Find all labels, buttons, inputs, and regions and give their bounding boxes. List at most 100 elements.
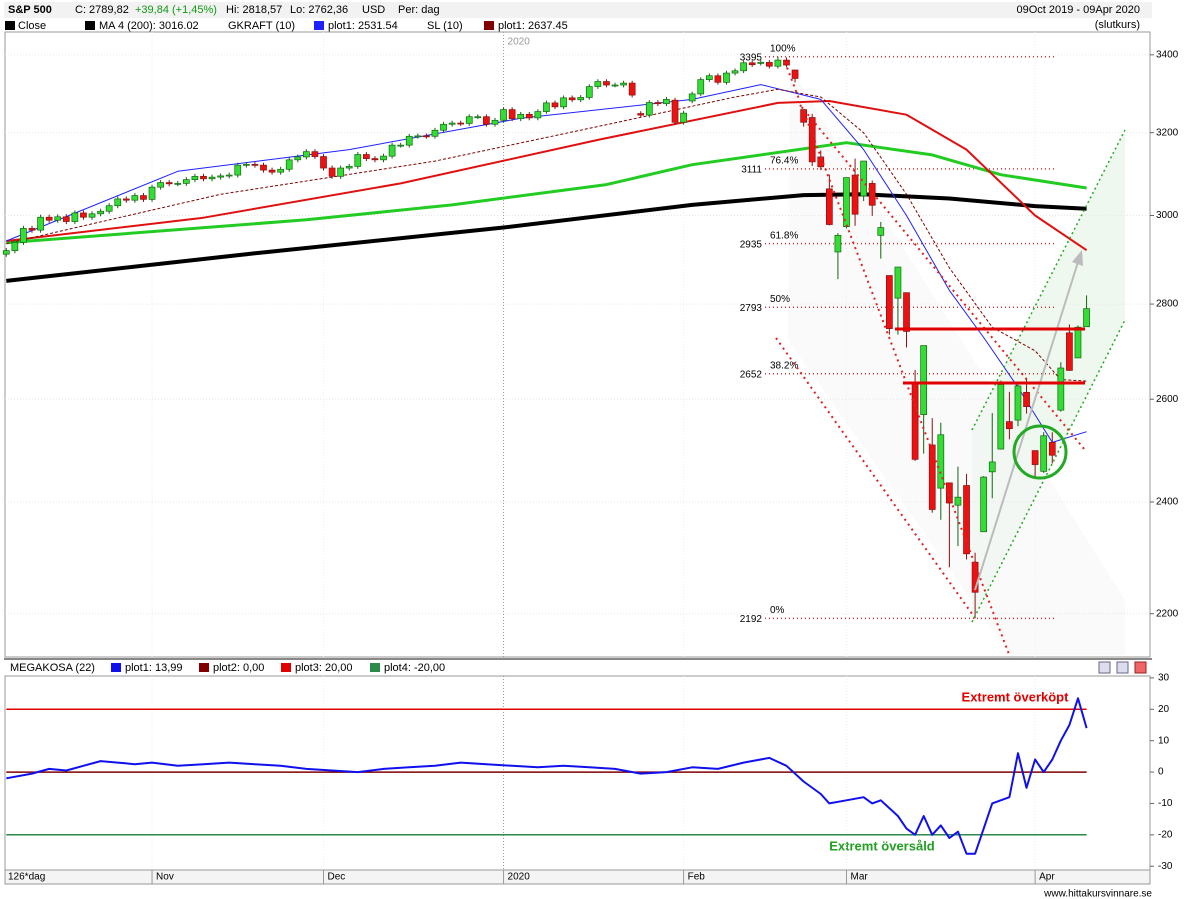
fib-percent-label: 100%: [770, 43, 796, 54]
legend-entry[interactable]: plot2: 0,00: [213, 662, 264, 674]
candle-body: [225, 174, 233, 177]
fib-price-label: 3395: [740, 52, 763, 63]
legend-swatch: [199, 663, 209, 672]
candle-body: [423, 135, 430, 138]
legend-entry[interactable]: plot1: 2637.45: [498, 20, 568, 32]
source: www.hittakursvinnare.se: [1043, 889, 1152, 899]
legend-entry[interactable]: plot1: 2531.54: [328, 20, 398, 32]
currency: USD: [362, 4, 385, 16]
candle-body: [911, 383, 919, 460]
indicator-label[interactable]: GKRAFT (10): [228, 20, 295, 32]
candle-body: [208, 176, 216, 180]
low-value: Lo: 2762,36: [290, 4, 348, 16]
annotation-decoration: [775, 61, 1126, 658]
high-value: Hi: 2818,57: [226, 4, 282, 16]
y-tick-label: -10: [1158, 798, 1173, 809]
candle-body: [1040, 435, 1048, 472]
legend-entry[interactable]: plot4: -20,00: [384, 662, 445, 674]
candle-body: [980, 476, 988, 533]
panel-button[interactable]: [1116, 661, 1129, 674]
candle-body: [148, 186, 156, 200]
candle-body: [928, 444, 936, 510]
candle-body: [560, 97, 567, 108]
panel-button[interactable]: [1098, 661, 1111, 674]
change-value: +39,84 (+1,45%): [135, 4, 217, 16]
candle-body: [388, 144, 396, 157]
candle-body: [380, 155, 387, 161]
legend-entry[interactable]: Close: [18, 20, 46, 32]
time-axis: [4, 869, 1151, 885]
candle-body: [131, 195, 139, 201]
candle-body: [182, 179, 190, 184]
candle-body: [260, 164, 267, 171]
line-series: [6, 88, 1087, 382]
candle-body: [80, 212, 87, 218]
arrow-head: [1072, 250, 1083, 266]
candle-body: [851, 174, 859, 215]
candle-body: [397, 144, 405, 147]
x-tick-label: Apr: [1039, 872, 1055, 883]
candle-body: [765, 62, 773, 67]
fib-percent-label: 0%: [770, 605, 785, 616]
candle-body: [1057, 367, 1065, 411]
candle-body: [585, 86, 593, 98]
candle-body: [654, 102, 662, 105]
legend-swatch: [281, 663, 291, 672]
candle-body: [405, 135, 413, 146]
legend-entry[interactable]: MA 4 (200): 3016.02: [99, 20, 199, 32]
legend-swatch: [111, 663, 121, 672]
candle-body: [62, 216, 70, 222]
candle-body: [860, 160, 867, 197]
y-tick-label: 3000: [1156, 210, 1179, 221]
candle-body: [234, 164, 242, 176]
candle-body: [242, 163, 250, 166]
candle-body: [937, 434, 945, 489]
line-series: [6, 100, 1088, 252]
candle-body: [1074, 326, 1082, 359]
candle-body: [577, 97, 585, 101]
candle-body: [20, 228, 27, 243]
candle-body: [551, 102, 559, 108]
candle-body: [731, 70, 739, 74]
panel-title: MEGAKOSA (22): [10, 662, 95, 674]
annotation: Extremt överköpt: [962, 689, 1070, 704]
x-tick-label: Mar: [850, 872, 868, 883]
legend-entry[interactable]: plot3: 20,00: [295, 662, 353, 674]
highlight-circle: [1012, 424, 1068, 480]
y-tick-label: 3200: [1156, 127, 1179, 138]
candle-body: [886, 275, 893, 329]
candle-body: [105, 205, 113, 212]
legend-swatch: [5, 21, 15, 30]
indicator-label[interactable]: SL (10): [427, 20, 463, 32]
candle-body: [508, 109, 516, 120]
fib-price-label: 3111: [741, 165, 762, 176]
candle-body: [637, 113, 645, 116]
legend-entry[interactable]: plot1: 13,99: [125, 662, 183, 674]
y-tick-label: 3400: [1156, 49, 1179, 60]
channel-line: [971, 129, 1126, 431]
panel-close-button[interactable]: [1134, 661, 1147, 674]
candle-body: [534, 111, 542, 119]
candle-body: [705, 75, 713, 80]
line-series: [6, 697, 1088, 855]
candle-body: [174, 183, 182, 185]
channel-line: [971, 319, 1126, 623]
y-tick-label: 2200: [1156, 608, 1179, 619]
line-series: [6, 141, 1087, 245]
candle-body: [800, 109, 807, 123]
candle-body: [157, 182, 164, 188]
candle-body: [165, 182, 173, 185]
candle-body: [1023, 391, 1030, 407]
candle-body: [688, 93, 696, 102]
candle-body: [363, 154, 370, 159]
candle-body: [354, 154, 362, 167]
candle-body: [431, 129, 439, 137]
candle-body: [200, 175, 207, 180]
candle-body: [825, 188, 833, 225]
candle-body: [328, 167, 336, 177]
panel-divider: [4, 658, 1152, 660]
x-tick-label: 2020: [508, 37, 531, 48]
candle-body: [757, 62, 765, 64]
fib-percent-label: 61.8%: [770, 230, 798, 241]
candle-body: [500, 109, 507, 121]
